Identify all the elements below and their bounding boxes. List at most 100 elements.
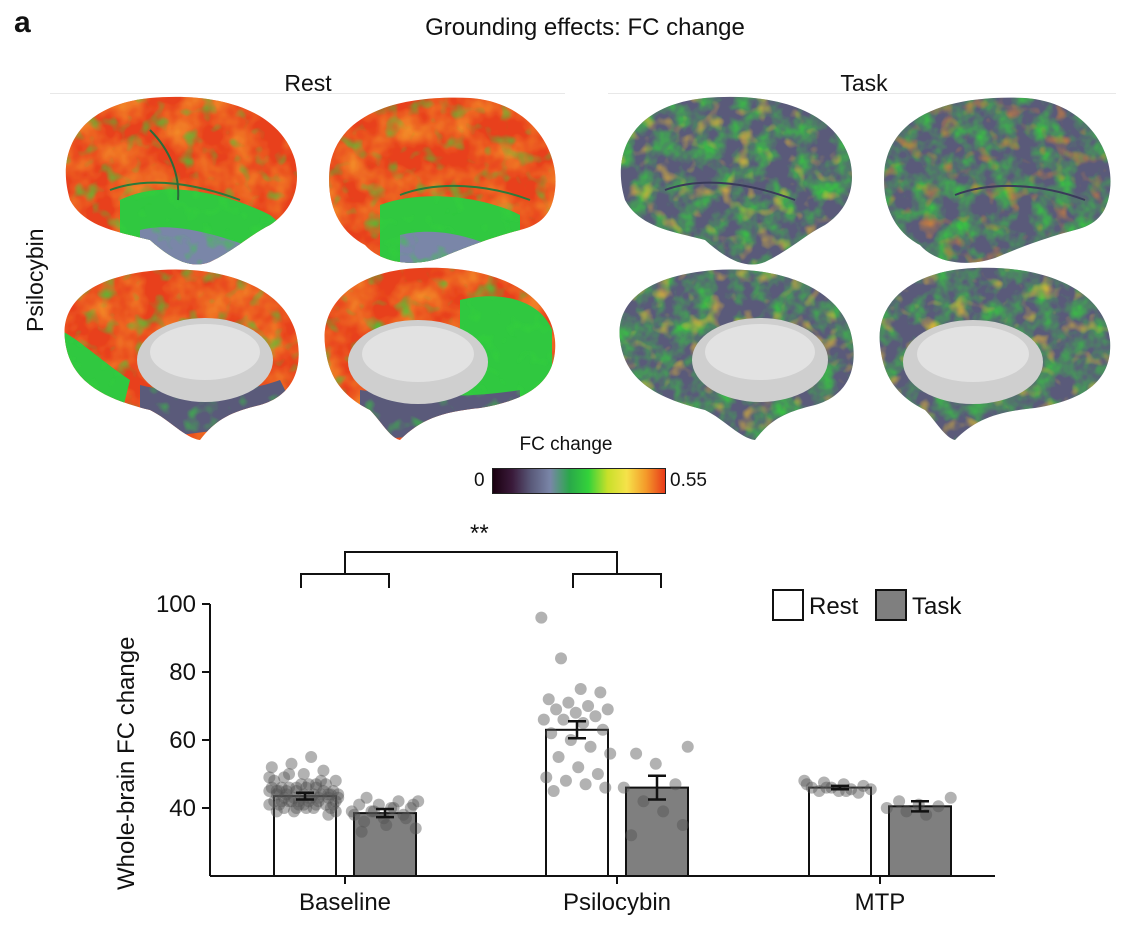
- data-point: [275, 795, 288, 808]
- data-point: [292, 795, 305, 808]
- data-point: [589, 710, 602, 723]
- data-point: [579, 778, 592, 791]
- rest-divider-line: [50, 93, 565, 94]
- data-point: [557, 713, 570, 726]
- data-point: [322, 788, 335, 801]
- data-point: [537, 713, 550, 726]
- colorbar-title: FC change: [519, 434, 613, 455]
- data-point: [820, 781, 833, 794]
- data-point: [278, 771, 291, 784]
- data-point: [637, 795, 650, 808]
- rest-lateral-left-hemisphere: [65, 96, 298, 265]
- data-point: [555, 652, 568, 665]
- data-point: [353, 798, 366, 811]
- data-point: [365, 805, 378, 818]
- data-point: [297, 768, 310, 780]
- task-medial-right-hemisphere: [879, 267, 1111, 440]
- data-point: [280, 788, 293, 801]
- data-point: [322, 791, 335, 804]
- data-point: [559, 774, 572, 787]
- data-point: [270, 785, 283, 797]
- x-tick-label: Baseline: [299, 889, 391, 916]
- data-point: [599, 781, 612, 794]
- x-tick-label: Psilocybin: [563, 889, 671, 916]
- rest-medial-right-hemisphere: [324, 267, 556, 440]
- data-point: [327, 798, 340, 811]
- data-point: [944, 791, 957, 804]
- data-point: [649, 757, 662, 770]
- data-point: [864, 783, 877, 796]
- data-point: [564, 734, 577, 746]
- data-point: [283, 795, 296, 808]
- data-point: [268, 774, 281, 787]
- data-point: [275, 781, 288, 794]
- data-point: [840, 785, 853, 797]
- data-point: [324, 802, 337, 814]
- data-point: [818, 776, 831, 789]
- data-point: [327, 785, 340, 797]
- data-point: [312, 795, 325, 808]
- error-bar: [568, 720, 586, 740]
- data-point: [372, 798, 385, 811]
- bar-rest-baseline: [273, 795, 337, 878]
- error-bar: [376, 807, 394, 819]
- legend-swatch-task: [875, 589, 907, 621]
- data-point: [604, 747, 617, 760]
- data-point: [345, 805, 358, 818]
- bracket-group: [300, 573, 390, 588]
- data-point: [310, 778, 323, 791]
- data-point: [310, 798, 323, 811]
- data-point: [263, 771, 276, 784]
- brain-maps: [0, 0, 1132, 450]
- data-point: [287, 805, 300, 818]
- data-point: [681, 740, 694, 753]
- data-point: [285, 757, 298, 770]
- data-point: [287, 791, 300, 804]
- rest-medial-left-hemisphere: [64, 269, 299, 440]
- data-point: [265, 781, 278, 794]
- condition-label-rest: Rest: [284, 70, 332, 96]
- data-point: [832, 785, 845, 797]
- bar-plot: 40 60 80 100 Baseline Psilocybin MTP Rest Task…: [0, 500, 1132, 930]
- data-point: [550, 703, 563, 716]
- data-point: [412, 795, 425, 808]
- data-point: [577, 717, 590, 729]
- rest-lateral-right-hemisphere: [329, 97, 556, 263]
- data-point: [552, 751, 565, 763]
- error-bar: [296, 791, 314, 801]
- data-point: [312, 791, 325, 804]
- data-point: [285, 795, 298, 808]
- data-point: [407, 798, 420, 811]
- significance-label: **: [470, 520, 489, 547]
- bracket-group: [572, 573, 662, 588]
- bracket-span: [344, 551, 618, 574]
- data-point: [409, 822, 422, 835]
- significance-bracket: [300, 551, 662, 588]
- data-point: [594, 686, 607, 699]
- data-point: [273, 785, 286, 797]
- data-point: [329, 795, 342, 808]
- data-point: [360, 791, 373, 804]
- data-point: [572, 761, 585, 774]
- data-point: [263, 785, 276, 797]
- legend-swatch-rest: [772, 589, 804, 621]
- data-point: [283, 781, 296, 794]
- data-point: [270, 805, 283, 818]
- data-point: [669, 778, 682, 791]
- data-point: [307, 788, 320, 801]
- colorbar: [492, 468, 666, 494]
- data-point: [332, 791, 345, 804]
- y-tick-label: 40: [169, 795, 196, 822]
- data-point: [314, 774, 327, 787]
- legend-label-rest: Rest: [809, 593, 859, 620]
- data-point: [805, 781, 818, 794]
- data-point: [596, 723, 609, 736]
- y-tick-label: 60: [169, 727, 196, 754]
- data-point: [625, 829, 638, 842]
- data-point: [380, 819, 393, 831]
- bar-task-mtp: [888, 805, 952, 877]
- data-point: [540, 771, 553, 784]
- data-point: [617, 781, 630, 794]
- task-lateral-right-hemisphere: [884, 97, 1111, 263]
- colorbar-max-label: 0.55: [670, 470, 707, 491]
